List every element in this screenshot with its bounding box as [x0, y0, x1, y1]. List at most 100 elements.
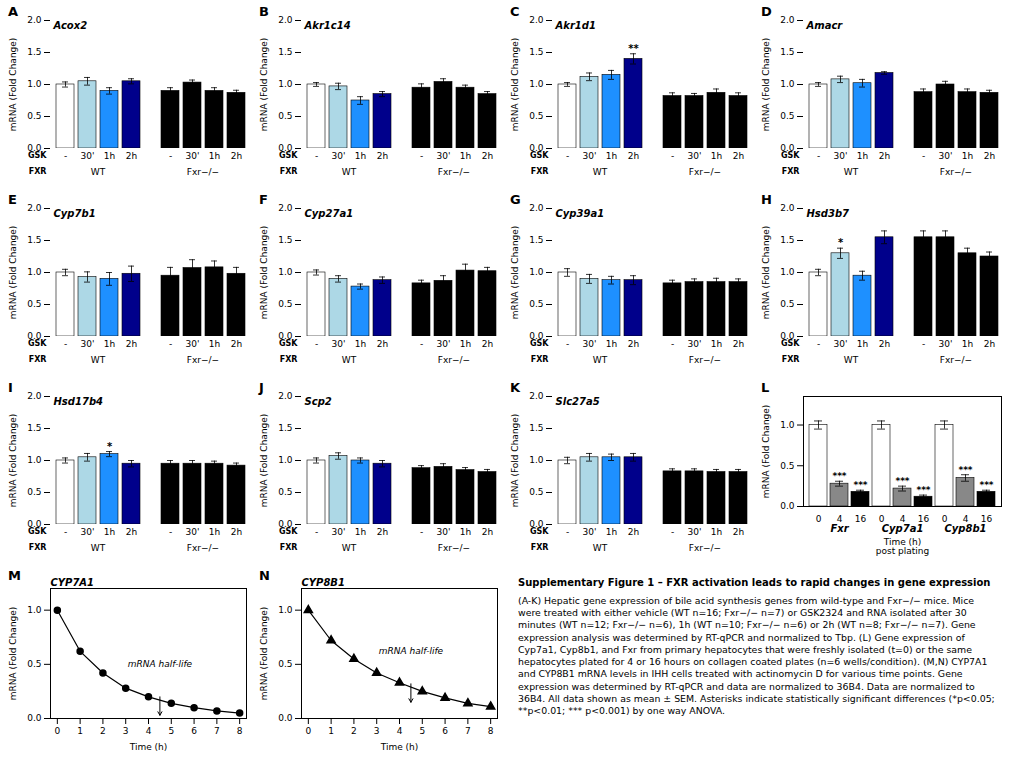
svg-text:1.5: 1.5	[278, 423, 292, 433]
svg-text:Fxr−/−: Fxr−/−	[689, 355, 721, 365]
svg-text:Scp2: Scp2	[305, 396, 332, 407]
svg-text:30': 30'	[186, 151, 200, 161]
svg-text:7: 7	[465, 726, 471, 736]
svg-text:Fxr−/−: Fxr−/−	[438, 543, 470, 553]
svg-text:30': 30'	[186, 339, 200, 349]
svg-text:mRNA (Fold Change): mRNA (Fold Change)	[761, 226, 771, 320]
svg-text:0.5: 0.5	[529, 111, 543, 121]
svg-text:2h: 2h	[231, 339, 242, 349]
svg-text:30': 30'	[81, 151, 95, 161]
svg-text:mRNA (Fold Change): mRNA (Fold Change)	[8, 38, 18, 132]
svg-text:30': 30'	[583, 527, 597, 537]
svg-text:1h: 1h	[209, 339, 220, 349]
svg-text:GSK: GSK	[28, 151, 47, 160]
svg-text:1h: 1h	[606, 527, 617, 537]
svg-text:30': 30'	[688, 527, 702, 537]
svg-text:1h: 1h	[355, 527, 366, 537]
svg-text:1.0: 1.0	[27, 605, 42, 615]
svg-text:8: 8	[237, 726, 243, 736]
svg-text:1.5: 1.5	[27, 235, 41, 245]
svg-text:-: -	[566, 339, 569, 349]
svg-text:2.0: 2.0	[27, 391, 42, 401]
svg-text:0: 0	[816, 514, 822, 524]
svg-text:mRNA (Fold Change): mRNA (Fold Change)	[259, 226, 269, 320]
svg-text:6: 6	[442, 726, 448, 736]
svg-text:2h: 2h	[231, 527, 242, 537]
svg-text:2: 2	[351, 726, 357, 736]
svg-text:-: -	[64, 151, 67, 161]
svg-text:2h: 2h	[377, 151, 388, 161]
svg-text:2.0: 2.0	[278, 203, 293, 213]
svg-text:-: -	[315, 527, 318, 537]
svg-text:Fxr−/−: Fxr−/−	[187, 355, 219, 365]
svg-text:1.5: 1.5	[529, 423, 543, 433]
svg-text:WT: WT	[342, 543, 357, 553]
svg-text:5: 5	[419, 726, 425, 736]
svg-text:1h: 1h	[962, 151, 973, 161]
svg-text:Fxr−/−: Fxr−/−	[940, 355, 972, 365]
svg-text:0.5: 0.5	[780, 111, 794, 121]
svg-text:-: -	[817, 151, 820, 161]
svg-text:30': 30'	[186, 527, 200, 537]
svg-text:Akr1c14: Akr1c14	[304, 20, 351, 31]
svg-text:2h: 2h	[482, 151, 493, 161]
svg-text:1h: 1h	[606, 339, 617, 349]
svg-text:FXR: FXR	[280, 167, 298, 176]
svg-text:2h: 2h	[377, 339, 388, 349]
svg-text:2.0: 2.0	[278, 391, 293, 401]
svg-text:1.0: 1.0	[278, 79, 293, 89]
svg-text:30': 30'	[332, 339, 346, 349]
svg-text:GSK: GSK	[781, 151, 800, 160]
svg-text:-: -	[169, 527, 172, 537]
svg-text:mRNA (Fold Change): mRNA (Fold Change)	[8, 607, 18, 701]
svg-text:Fxr−/−: Fxr−/−	[187, 167, 219, 177]
svg-text:Akr1d1: Akr1d1	[555, 20, 596, 31]
svg-text:Time (h)post plating: Time (h)post plating	[876, 537, 929, 556]
svg-text:0.5: 0.5	[780, 299, 794, 309]
svg-text:30': 30'	[939, 151, 953, 161]
svg-text:1.0: 1.0	[780, 79, 795, 89]
svg-text:2h: 2h	[482, 527, 493, 537]
svg-text:1.5: 1.5	[278, 47, 292, 57]
svg-text:7: 7	[214, 726, 220, 736]
svg-text:1.0: 1.0	[529, 79, 544, 89]
svg-text:0.5: 0.5	[278, 299, 292, 309]
svg-text:mRNA (Fold Change): mRNA (Fold Change)	[259, 38, 269, 132]
svg-text:GSK: GSK	[781, 339, 800, 348]
svg-text:1h: 1h	[460, 527, 471, 537]
svg-text:mRNA (Fold Change): mRNA (Fold Change)	[510, 38, 520, 132]
svg-text:Fxr−/−: Fxr−/−	[438, 355, 470, 365]
svg-text:GSK: GSK	[279, 339, 298, 348]
svg-text:2.0: 2.0	[780, 15, 795, 25]
svg-text:-: -	[315, 339, 318, 349]
svg-text:FXR: FXR	[29, 167, 47, 176]
svg-text:0.5: 0.5	[27, 299, 41, 309]
svg-text:0: 0	[305, 726, 311, 736]
svg-text:0.5: 0.5	[27, 111, 41, 121]
svg-text:1.0: 1.0	[278, 267, 293, 277]
svg-text:30': 30'	[834, 339, 848, 349]
svg-text:Fxr−/−: Fxr−/−	[940, 167, 972, 177]
svg-text:2h: 2h	[879, 151, 890, 161]
svg-text:2h: 2h	[879, 339, 890, 349]
svg-text:mRNA (Fold Change): mRNA (Fold Change)	[259, 607, 269, 701]
svg-text:-: -	[64, 339, 67, 349]
svg-text:-: -	[64, 527, 67, 537]
svg-text:1h: 1h	[711, 151, 722, 161]
svg-text:CYP8B1: CYP8B1	[302, 577, 345, 588]
svg-text:-: -	[169, 339, 172, 349]
svg-text:1.0: 1.0	[278, 455, 293, 465]
svg-text:30': 30'	[583, 151, 597, 161]
svg-text:-: -	[420, 151, 423, 161]
svg-text:WT: WT	[593, 355, 608, 365]
svg-text:3: 3	[374, 726, 380, 736]
svg-text:1.5: 1.5	[27, 47, 41, 57]
svg-text:FXR: FXR	[280, 543, 298, 552]
svg-text:GSK: GSK	[28, 339, 47, 348]
svg-text:3: 3	[123, 726, 129, 736]
svg-text:1.0: 1.0	[529, 267, 544, 277]
svg-text:1h: 1h	[711, 339, 722, 349]
svg-text:WT: WT	[91, 543, 106, 553]
svg-text:0.0: 0.0	[27, 713, 42, 723]
svg-text:2h: 2h	[628, 339, 639, 349]
